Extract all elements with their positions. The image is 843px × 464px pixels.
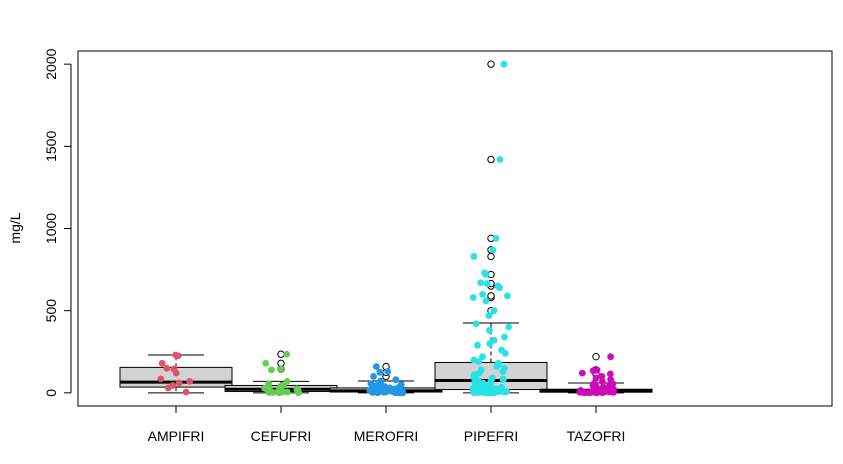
outlier-point xyxy=(487,292,495,300)
y-axis-title: mg/L xyxy=(7,212,23,243)
data-point xyxy=(501,388,509,396)
data-point xyxy=(186,377,194,385)
data-point xyxy=(475,358,482,366)
outlier-point xyxy=(487,60,495,68)
y-axis: 0 500 1000 1500 2000 xyxy=(43,48,72,397)
data-point xyxy=(275,389,283,397)
data-point xyxy=(374,389,382,397)
data-point xyxy=(589,367,597,375)
data-point xyxy=(490,307,498,315)
data-point xyxy=(492,234,500,242)
y-tick-label: 1500 xyxy=(43,131,59,162)
data-point xyxy=(501,350,509,357)
data-point xyxy=(384,368,392,375)
data-point xyxy=(482,271,490,278)
data-point xyxy=(483,389,490,397)
data-point xyxy=(372,363,380,370)
data-point xyxy=(610,388,618,396)
data-point xyxy=(593,389,601,397)
data-point xyxy=(172,369,180,377)
data-point xyxy=(598,373,606,380)
box-group xyxy=(119,60,653,394)
data-point xyxy=(376,368,384,376)
data-point xyxy=(486,340,494,347)
data-point xyxy=(501,333,508,341)
x-tick-label: CEFUFRI xyxy=(251,428,312,444)
data-point xyxy=(182,388,190,396)
data-point xyxy=(486,326,493,334)
data-point xyxy=(163,364,171,372)
x-tick-label: MEROFRI xyxy=(354,428,419,444)
x-tick-label: AMPIFRI xyxy=(148,428,205,444)
data-point xyxy=(277,365,285,373)
points-cefufri xyxy=(261,350,302,397)
data-point xyxy=(496,156,504,163)
data-point xyxy=(485,312,493,320)
data-point xyxy=(262,359,270,367)
data-point xyxy=(164,384,172,392)
data-point xyxy=(392,376,400,384)
plot-border xyxy=(77,50,833,407)
data-point xyxy=(489,389,496,397)
data-point xyxy=(470,253,478,260)
outlier-point xyxy=(592,352,600,361)
data-point xyxy=(493,363,501,370)
data-point xyxy=(482,297,490,305)
data-point xyxy=(369,389,377,396)
outlier-point xyxy=(487,252,495,261)
data-point xyxy=(489,246,497,254)
data-point xyxy=(469,294,477,301)
data-point xyxy=(607,353,615,361)
data-point xyxy=(157,375,165,383)
data-point xyxy=(483,280,491,287)
data-point xyxy=(477,279,485,287)
points-merofri xyxy=(366,363,407,397)
data-point xyxy=(380,388,388,396)
y-tick-label: 500 xyxy=(43,299,59,323)
points-tazofri xyxy=(576,353,618,397)
data-point xyxy=(479,353,486,361)
data-point xyxy=(500,60,508,68)
outlier-point xyxy=(487,155,495,164)
data-point xyxy=(268,366,275,374)
outlier-point xyxy=(277,350,285,358)
outlier-point xyxy=(277,359,285,367)
data-point xyxy=(474,341,481,349)
data-point xyxy=(175,379,183,387)
data-point xyxy=(472,320,480,328)
data-point xyxy=(499,376,507,384)
data-point xyxy=(397,389,405,397)
data-point xyxy=(283,350,291,358)
data-point xyxy=(505,323,513,331)
y-tick-label: 0 xyxy=(43,389,59,397)
data-point xyxy=(504,292,511,300)
data-point xyxy=(499,368,507,375)
data-point xyxy=(367,380,375,388)
x-tick-label: TAZOFRI xyxy=(567,428,626,444)
data-point xyxy=(496,284,503,292)
data-point xyxy=(599,377,606,385)
x-tick-label: PIPEFRI xyxy=(464,428,518,444)
data-point xyxy=(606,370,614,378)
data-point xyxy=(265,389,273,396)
data-point xyxy=(479,290,487,298)
data-point xyxy=(158,359,166,367)
data-point xyxy=(598,389,606,397)
points-pipefri xyxy=(469,60,513,397)
data-point xyxy=(370,373,377,380)
y-tick-label: 1000 xyxy=(43,213,59,244)
points-ampifri xyxy=(157,351,194,396)
y-tick-label: 2000 xyxy=(43,48,59,79)
data-point xyxy=(470,389,478,397)
data-point xyxy=(578,369,586,377)
data-point xyxy=(174,352,182,360)
points-group xyxy=(157,60,618,397)
data-point xyxy=(585,389,593,397)
data-point xyxy=(283,388,291,396)
x-axis: AMPIFRI CEFUFRI MEROFRI PIPEFRI TAZOFRI xyxy=(148,405,626,444)
data-point xyxy=(295,389,302,397)
